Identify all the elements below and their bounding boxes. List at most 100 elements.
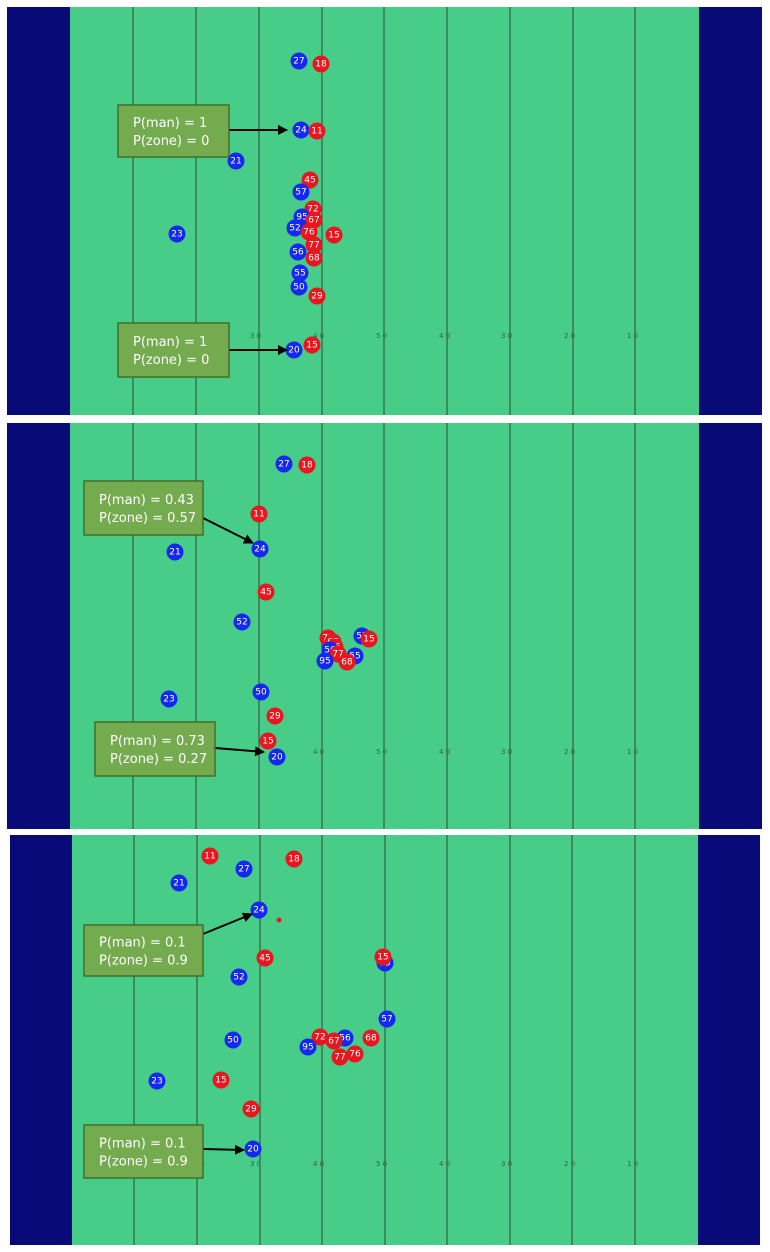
player-marker [362, 1029, 380, 1047]
player-marker [286, 219, 304, 237]
player-number: 67 [328, 1037, 339, 1047]
player-marker [148, 1072, 166, 1090]
player-number: 77 [308, 241, 319, 251]
player-marker [292, 183, 310, 201]
p-man-label: P(man) = 0.43 [99, 493, 194, 508]
player-marker [201, 847, 219, 865]
player-number: 72 [307, 205, 318, 215]
player-marker [316, 652, 334, 670]
callout-arrow [202, 1144, 245, 1155]
defense-player-50: 50 [252, 683, 270, 701]
player-marker [160, 690, 178, 708]
player-marker [301, 171, 319, 189]
player-number: 56 [339, 1034, 351, 1044]
yard-number-label: 1 0 [627, 332, 638, 340]
callout-box [83, 1124, 204, 1179]
coverage-probability-callout: P(man) = 0.1 P(zone) = 0.9 [83, 912, 253, 977]
yard-number-label: 5 0 [376, 332, 387, 340]
yard-number-label: 4 0 [313, 1160, 324, 1168]
p-zone-label: P(zone) = 0 [133, 134, 209, 149]
player-marker [298, 456, 316, 474]
yard-number-label: 3 0 [501, 1160, 512, 1168]
player-marker [290, 278, 308, 296]
offense-player-29: 29 [266, 707, 284, 725]
offense-player-11: 11 [250, 505, 268, 523]
p-man-label: P(man) = 1 [133, 335, 207, 350]
yard-number-label: 4 0 [439, 748, 450, 756]
player-marker [250, 505, 268, 523]
field-panel-2: 4 05 04 03 02 01 02718112124455257726715… [7, 423, 762, 829]
p-zone-label: P(zone) = 0 [133, 353, 209, 368]
player-number: 76 [349, 1050, 361, 1060]
player-marker [290, 52, 308, 70]
offense-player-11: 11 [201, 847, 219, 865]
player-number: 20 [247, 1145, 259, 1155]
player-marker [212, 1071, 230, 1089]
player-number: 95 [302, 1043, 313, 1053]
player-number: 20 [271, 753, 283, 763]
player-number: 68 [308, 254, 320, 264]
right-endzone [699, 423, 762, 829]
yard-number-label: 1 0 [627, 1160, 638, 1168]
player-marker [308, 287, 326, 305]
player-number: 24 [254, 545, 266, 555]
player-number: 11 [204, 852, 215, 862]
field-panel-3: 03 04 05 04 03 02 01 0112718212445151552… [10, 835, 760, 1245]
offense-player-68: 68 [362, 1029, 380, 1047]
defense-player-52: 52 [233, 613, 251, 631]
offense-player-15: 15 [374, 948, 392, 966]
player-number: 21 [230, 157, 241, 167]
offense-player-68: 68 [305, 249, 323, 267]
player-marker [244, 1140, 262, 1158]
offense-player-29: 29 [242, 1100, 260, 1118]
player-number: 18 [288, 855, 300, 865]
player-marker [331, 1048, 349, 1066]
player-number: 95 [296, 213, 307, 223]
player-number: 45 [259, 954, 270, 964]
player-number: 52 [289, 224, 300, 234]
yard-number-label: 5 0 [376, 748, 387, 756]
player-number: 29 [269, 712, 281, 722]
defense-player-57: 57 [292, 183, 310, 201]
offense-player-76: 76 [346, 1045, 364, 1063]
player-marker [259, 732, 277, 750]
player-marker [303, 336, 321, 354]
callout-arrow [202, 517, 254, 544]
yard-number-label: 2 0 [564, 1160, 575, 1168]
callout-arrow [214, 746, 265, 757]
player-number: 29 [245, 1105, 257, 1115]
yard-number-label: 2 0 [564, 332, 575, 340]
player-number: 67 [308, 216, 319, 226]
player-number: 68 [341, 658, 353, 668]
player-number: 52 [233, 973, 244, 983]
player-number: 18 [301, 461, 313, 471]
defense-player-20: 20 [268, 748, 286, 766]
defense-player-95: 95 [299, 1038, 317, 1056]
callout-arrow [202, 912, 253, 935]
player-marker [312, 55, 330, 73]
player-marker [256, 949, 274, 967]
player-marker [308, 122, 326, 140]
yard-number-label: 4 0 [313, 748, 324, 756]
offense-player-15: 15 [259, 732, 277, 750]
player-marker [300, 223, 318, 241]
player-number: 23 [171, 230, 182, 240]
defense-player-23: 23 [160, 690, 178, 708]
player-number: 15 [262, 737, 273, 747]
coverage-probability-callout: P(man) = 1 P(zone) = 0 [117, 104, 288, 158]
player-number: 20 [288, 346, 300, 356]
yard-number-label: 3 0 [501, 332, 512, 340]
offense-player-15: 15 [360, 630, 378, 648]
p-zone-label: P(zone) = 0.57 [99, 511, 196, 526]
yard-number-label: 3 0 [250, 1160, 261, 1168]
player-marker [338, 653, 356, 671]
player-marker [289, 243, 307, 261]
player-number: 57 [295, 188, 306, 198]
player-number: 24 [253, 906, 265, 916]
offense-player-45: 45 [257, 583, 275, 601]
defense-player-24: 24 [251, 540, 269, 558]
callout-box [94, 721, 216, 777]
player-marker [311, 1028, 329, 1046]
